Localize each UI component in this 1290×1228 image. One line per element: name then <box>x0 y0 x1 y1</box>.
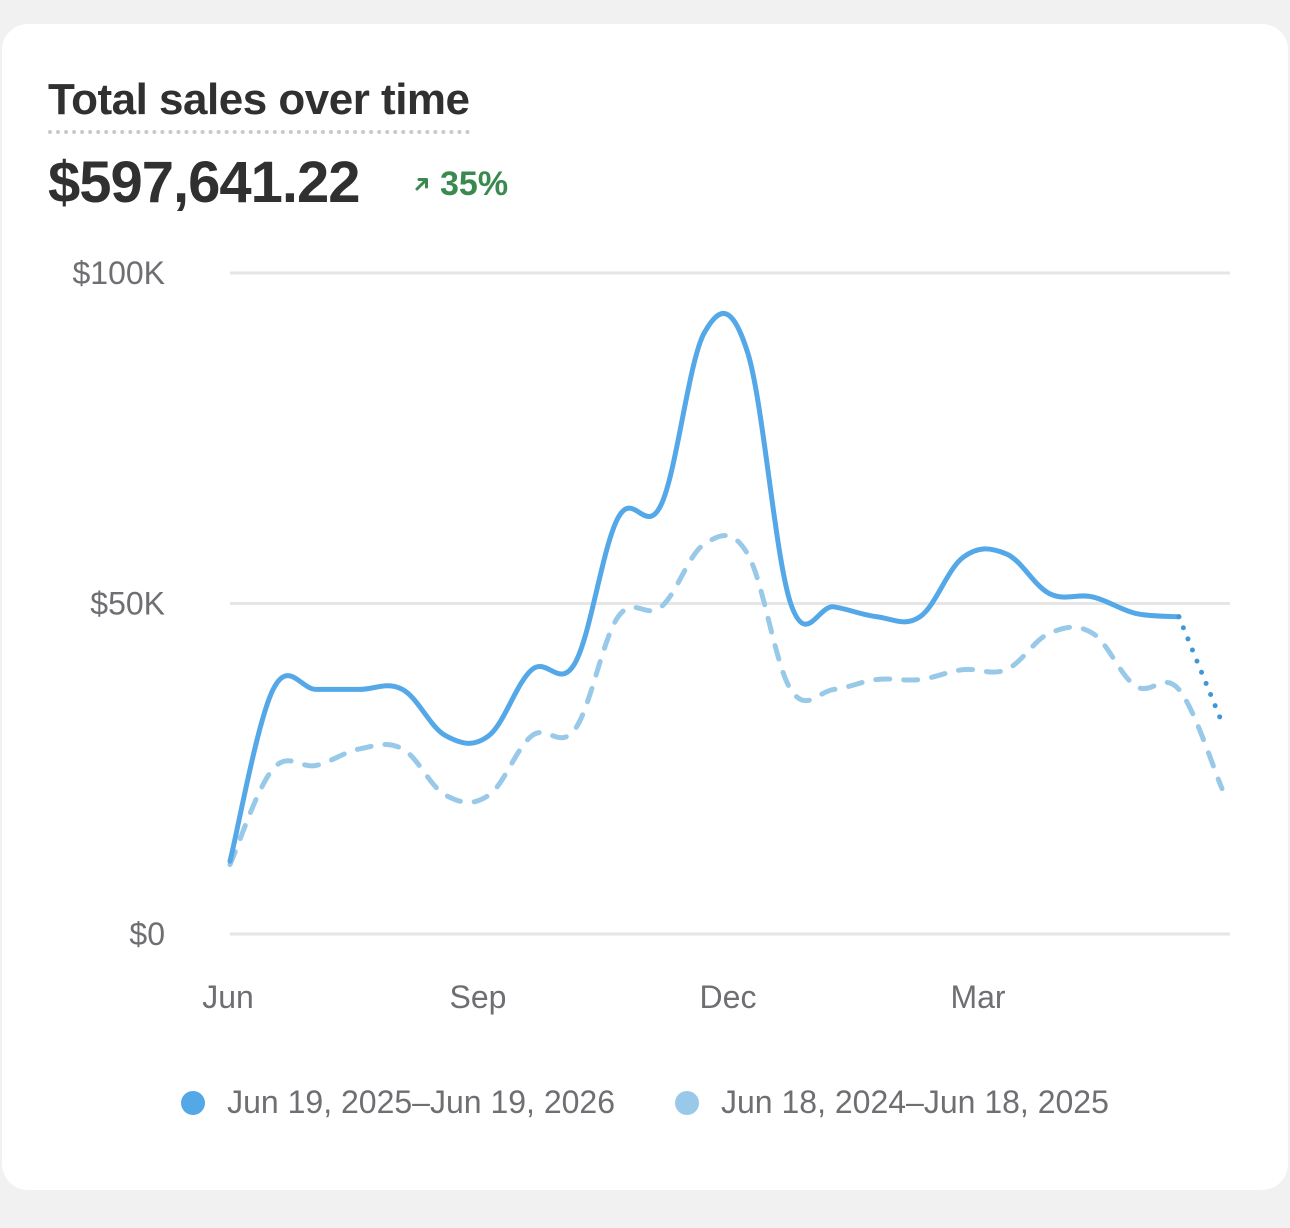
y-tick-label: $100K <box>72 255 165 291</box>
change-percent: 35% <box>440 165 509 203</box>
legend-label: Jun 18, 2024–Jun 18, 2025 <box>721 1084 1109 1120</box>
x-tick-label: Mar <box>950 979 1005 1015</box>
series-line-current <box>227 311 1182 864</box>
series-line-previous <box>227 533 1225 868</box>
legend-dot-icon <box>675 1090 699 1115</box>
legend-item[interactable]: Jun 19, 2025–Jun 19, 2026 <box>181 1084 615 1121</box>
series-line-current-projection <box>1176 614 1225 725</box>
legend-item[interactable]: Jun 18, 2024–Jun 18, 2025 <box>675 1084 1109 1121</box>
x-tick-label: Dec <box>700 979 757 1015</box>
legend-label: Jun 19, 2025–Jun 19, 2026 <box>227 1084 615 1120</box>
sales-card <box>2 24 1288 1190</box>
y-tick-label: $0 <box>129 916 165 952</box>
chart-title[interactable]: Total sales over time <box>48 74 470 134</box>
change-badge: 35% <box>412 164 508 204</box>
legend-dot-icon <box>181 1090 206 1115</box>
arrow-up-right-icon <box>415 178 428 191</box>
chart-legend: Jun 19, 2025–Jun 19, 2026 Jun 18, 2024–Ju… <box>0 1084 1290 1121</box>
x-tick-label: Jun <box>202 979 254 1015</box>
x-tick-label: Sep <box>450 979 507 1015</box>
total-sales-value: $597,641.22 <box>48 150 361 215</box>
y-tick-label: $50K <box>90 586 165 622</box>
